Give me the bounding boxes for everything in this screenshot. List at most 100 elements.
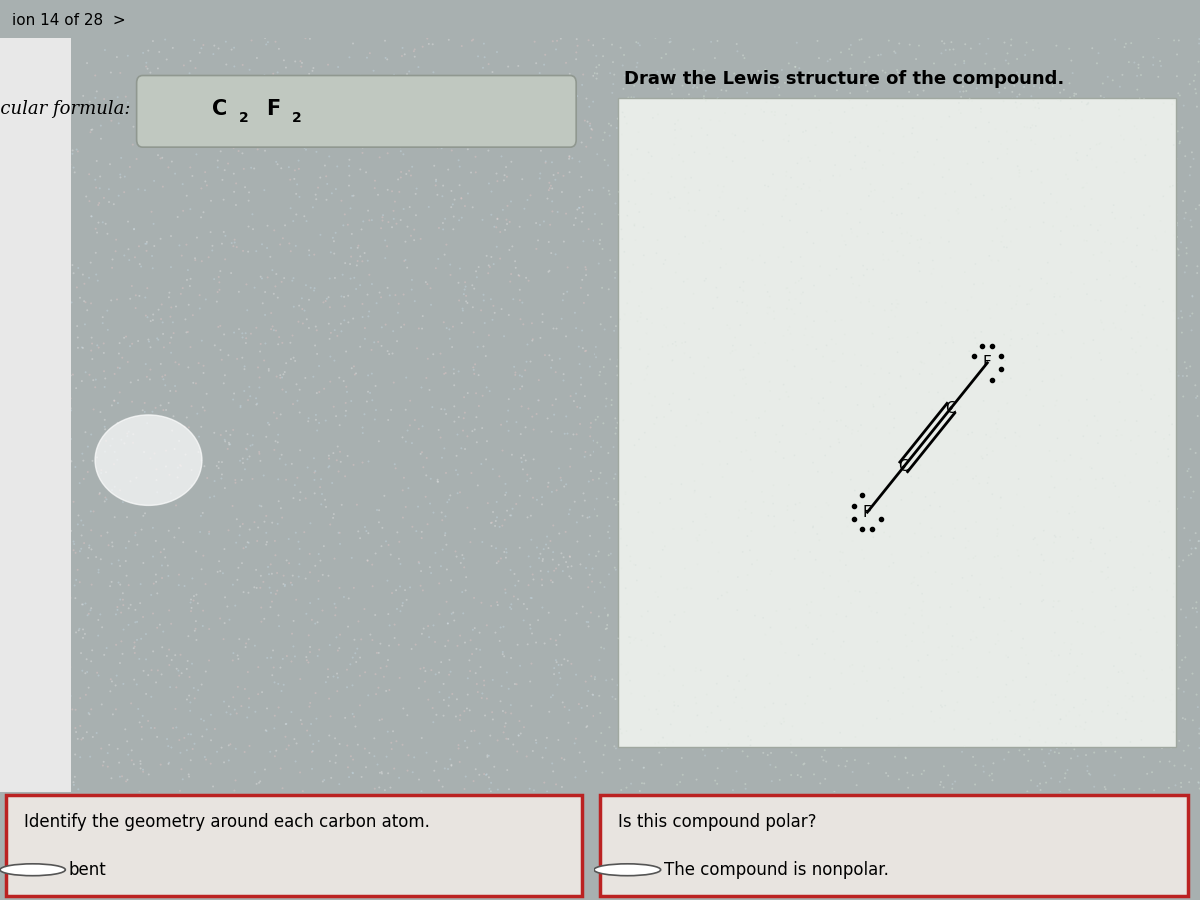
Point bbox=[674, 615, 694, 629]
Point bbox=[163, 721, 182, 735]
Point bbox=[491, 552, 510, 566]
Point bbox=[1169, 311, 1188, 326]
Point bbox=[73, 598, 92, 612]
Point bbox=[1063, 525, 1082, 539]
Point bbox=[836, 682, 856, 697]
Point bbox=[1000, 151, 1019, 166]
Point bbox=[894, 134, 913, 148]
Point bbox=[793, 632, 812, 646]
Point bbox=[805, 258, 824, 273]
Point bbox=[998, 141, 1018, 156]
Point bbox=[956, 112, 976, 126]
Point bbox=[49, 161, 68, 176]
Point bbox=[259, 362, 278, 376]
Point bbox=[667, 778, 686, 792]
Point bbox=[672, 466, 691, 481]
Point bbox=[1043, 555, 1062, 570]
Point bbox=[539, 541, 558, 555]
Point bbox=[412, 525, 431, 539]
Point bbox=[515, 136, 534, 150]
Point bbox=[814, 687, 833, 701]
Point bbox=[326, 182, 346, 196]
Point bbox=[592, 640, 611, 654]
Point bbox=[72, 528, 91, 543]
Point bbox=[355, 246, 374, 260]
Point bbox=[468, 50, 487, 64]
Point bbox=[694, 72, 713, 86]
Point bbox=[47, 463, 66, 477]
Point bbox=[638, 145, 658, 159]
Point bbox=[996, 431, 1015, 446]
Point bbox=[901, 230, 920, 245]
Point bbox=[61, 403, 80, 418]
Point bbox=[943, 110, 962, 124]
Point bbox=[152, 667, 172, 681]
Point bbox=[1098, 560, 1117, 574]
Point bbox=[1123, 111, 1142, 125]
Point bbox=[386, 461, 406, 475]
Point bbox=[271, 371, 290, 385]
Point bbox=[25, 463, 44, 477]
Point bbox=[416, 745, 436, 760]
Point bbox=[227, 240, 246, 255]
Point bbox=[517, 467, 536, 482]
Point bbox=[768, 323, 787, 338]
Point bbox=[588, 147, 607, 161]
Point bbox=[640, 561, 659, 575]
Point bbox=[574, 200, 593, 214]
Point bbox=[82, 428, 101, 442]
Point bbox=[1002, 38, 1021, 52]
Point bbox=[390, 770, 409, 785]
Point bbox=[991, 180, 1010, 194]
Point bbox=[691, 294, 710, 309]
Point bbox=[871, 48, 890, 62]
Point bbox=[326, 226, 346, 240]
Point bbox=[860, 514, 880, 528]
Point bbox=[778, 503, 797, 517]
Point bbox=[804, 278, 823, 293]
Point bbox=[920, 576, 940, 590]
Point bbox=[959, 361, 978, 375]
Point bbox=[730, 503, 749, 517]
Point bbox=[595, 153, 614, 167]
Point bbox=[761, 577, 780, 591]
Point bbox=[1189, 776, 1200, 790]
Point bbox=[559, 569, 578, 583]
Point bbox=[100, 194, 119, 209]
Point bbox=[788, 180, 808, 194]
Point bbox=[985, 408, 1004, 422]
Point bbox=[247, 534, 266, 548]
Point bbox=[1159, 551, 1178, 565]
Point bbox=[724, 338, 743, 353]
Point bbox=[1189, 534, 1200, 548]
Point bbox=[894, 604, 913, 618]
Point bbox=[148, 620, 167, 634]
Point bbox=[727, 764, 746, 778]
Point bbox=[694, 313, 713, 328]
Point bbox=[269, 608, 288, 623]
Point bbox=[1032, 346, 1051, 360]
Point bbox=[624, 557, 643, 572]
Point bbox=[52, 139, 71, 153]
Point bbox=[796, 446, 815, 460]
Point bbox=[720, 396, 739, 410]
Point bbox=[280, 556, 299, 571]
Point bbox=[1078, 287, 1097, 302]
Point bbox=[252, 271, 271, 285]
Point bbox=[590, 368, 610, 382]
Point bbox=[737, 284, 756, 299]
Point bbox=[983, 444, 1002, 458]
Point bbox=[109, 755, 128, 770]
Point bbox=[713, 184, 732, 199]
Point bbox=[1092, 246, 1111, 260]
Point bbox=[1091, 428, 1110, 443]
Point bbox=[979, 32, 998, 46]
Point bbox=[293, 302, 312, 316]
Point bbox=[121, 598, 140, 612]
Point bbox=[1128, 695, 1147, 709]
Point bbox=[745, 608, 764, 623]
Point bbox=[811, 370, 830, 384]
Point bbox=[440, 257, 460, 272]
Point bbox=[1160, 754, 1180, 769]
Point bbox=[1177, 361, 1196, 375]
